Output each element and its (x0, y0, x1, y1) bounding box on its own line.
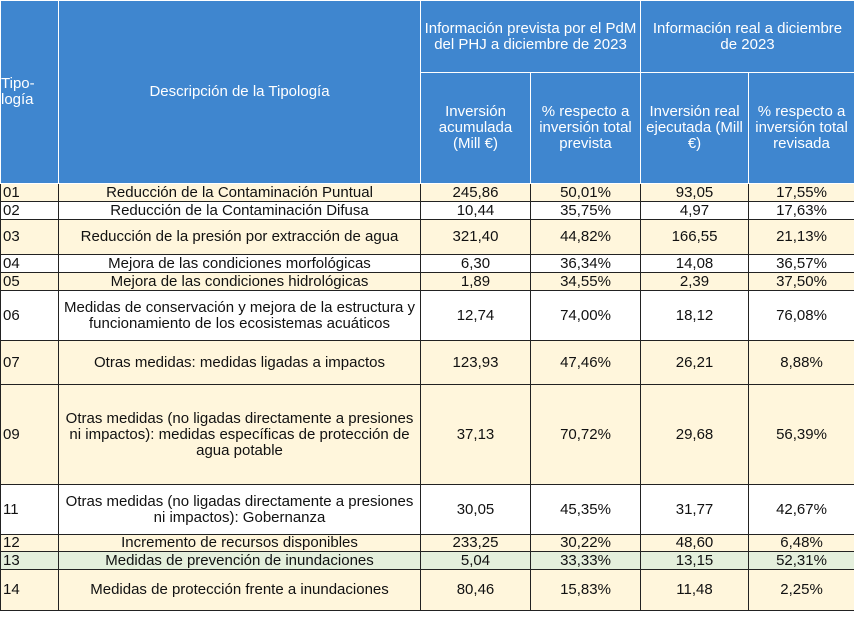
table-cell: 07 (0, 340, 59, 385)
table-cell: 01 (0, 183, 59, 202)
table-cell: 2,25% (748, 569, 854, 611)
table-cell: 56,39% (748, 384, 854, 485)
table-cell: 6,30 (420, 254, 531, 273)
table-cell: 30,05 (420, 484, 531, 535)
table-cell: 33,33% (529, 551, 642, 570)
table-row: 06 Medidas de conservación y mejora de la… (0, 290, 854, 341)
table-body: 01 Reducción de la Contaminación Puntual 2… (0, 183, 854, 611)
table-cell: 03 (0, 219, 59, 255)
table-cell: 10,44 (420, 201, 531, 220)
table-row: 03 Reducción de la presión por extracción… (0, 219, 854, 255)
table-row: 11 Otras medidas (no ligadas directamente… (0, 484, 854, 535)
table-cell: 5,04 (420, 551, 531, 570)
table-cell: 13,15 (640, 551, 750, 570)
header-cell: Tipo-logía (0, 0, 59, 184)
table-row: 04 Mejora de las condiciones morfológicas… (0, 254, 854, 273)
table-cell: Reducción de la Contaminación Difusa (58, 201, 421, 220)
table-cell: Otras medidas (no ligadas directamente a… (58, 384, 421, 485)
table-cell: 37,13 (420, 384, 531, 485)
table-cell: 05 (0, 272, 59, 291)
table-cell: 30,22% (529, 534, 642, 552)
table-cell: 13 (0, 551, 59, 570)
table-cell: 1,89 (420, 272, 531, 291)
table-cell: 14,08 (640, 254, 750, 273)
table-cell: 36,57% (748, 254, 854, 273)
table-cell: Medidas de conservación y mejora de la e… (58, 290, 421, 341)
header-cell: % respecto a inversión total prevista (529, 72, 642, 184)
table-cell: Medidas de protección frente a inundacio… (58, 569, 421, 611)
table-cell: 70,72% (529, 384, 642, 485)
header-cell: Inversión acumulada (Mill €) (420, 72, 531, 184)
table-cell: 29,68 (640, 384, 750, 485)
table-cell: 4,97 (640, 201, 750, 220)
table-cell: 166,55 (640, 219, 750, 255)
table-cell: 233,25 (420, 534, 531, 552)
table-cell: 11 (0, 484, 59, 535)
table-row: 14 Medidas de protección frente a inundac… (0, 569, 854, 611)
table-cell: 321,40 (420, 219, 531, 255)
table-cell: Otras medidas (no ligadas directamente a… (58, 484, 421, 535)
table-cell: 21,13% (748, 219, 854, 255)
table-cell: 04 (0, 254, 59, 273)
table-cell: 15,83% (529, 569, 642, 611)
table-row: 01 Reducción de la Contaminación Puntual 2… (0, 183, 854, 202)
table-cell: 6,48% (748, 534, 854, 552)
header-cell: % respecto a inversión total revisada (748, 72, 854, 184)
table-cell: 09 (0, 384, 59, 485)
table-cell: Reducción de la Contaminación Puntual (58, 183, 421, 202)
table-cell: 14 (0, 569, 59, 611)
table-cell: Reducción de la presión por extracción d… (58, 219, 421, 255)
table-row: 12 Incremento de recursos disponibles 233,… (0, 534, 854, 552)
table-cell: 12 (0, 534, 59, 552)
table-row: 09 Otras medidas (no ligadas directamente… (0, 384, 854, 485)
table-cell: 48,60 (640, 534, 750, 552)
table-cell: Mejora de las condiciones morfológicas (58, 254, 421, 273)
table-cell: 18,12 (640, 290, 750, 341)
table-cell: 45,35% (529, 484, 642, 535)
table-cell: Otras medidas: medidas ligadas a impacto… (58, 340, 421, 385)
table-cell: 31,77 (640, 484, 750, 535)
table-row: 13 Medidas de prevención de inundaciones 5… (0, 551, 854, 570)
header-cell: Inversión real ejecutada (Mill €) (640, 72, 750, 184)
table-cell: 26,21 (640, 340, 750, 385)
table-header: Tipo-logía Descripción de la Tipología I… (0, 0, 854, 184)
table-cell: 93,05 (640, 183, 750, 202)
table-cell: 42,67% (748, 484, 854, 535)
table-cell: 34,55% (529, 272, 642, 291)
table-cell: 06 (0, 290, 59, 341)
table-cell: 2,39 (640, 272, 750, 291)
table-cell: 50,01% (529, 183, 642, 202)
table-cell: 37,50% (748, 272, 854, 291)
table-cell: 44,82% (529, 219, 642, 255)
table-cell: 35,75% (529, 201, 642, 220)
table-cell: 02 (0, 201, 59, 220)
table-cell: 74,00% (529, 290, 642, 341)
table-cell: 245,86 (420, 183, 531, 202)
table-cell: 52,31% (748, 551, 854, 570)
table-cell: 76,08% (748, 290, 854, 341)
table-cell: 36,34% (529, 254, 642, 273)
table-cell: 123,93 (420, 340, 531, 385)
table-cell: Mejora de las condiciones hidrológicas (58, 272, 421, 291)
data-table: Tipo-logía Descripción de la Tipología I… (0, 0, 854, 611)
table-row: 05 Mejora de las condiciones hidrológicas… (0, 272, 854, 291)
table-cell: 47,46% (529, 340, 642, 385)
table-cell: Medidas de prevención de inundaciones (58, 551, 421, 570)
table-row: 07 Otras medidas: medidas ligadas a impac… (0, 340, 854, 385)
table-cell: 11,48 (640, 569, 750, 611)
table-cell: 17,55% (748, 183, 854, 202)
table-cell: Incremento de recursos disponibles (58, 534, 421, 552)
table-cell: 8,88% (748, 340, 854, 385)
table-cell: 80,46 (420, 569, 531, 611)
header-cell: Descripción de la Tipología (58, 0, 421, 184)
header-cell: Información real a diciembre de 2023 (640, 0, 854, 73)
table-cell: 12,74 (420, 290, 531, 341)
header-cell: Información prevista por el PdM del PHJ … (419, 0, 642, 73)
table-row: 02 Reducción de la Contaminación Difusa 10… (0, 201, 854, 220)
table-cell: 17,63% (748, 201, 854, 220)
